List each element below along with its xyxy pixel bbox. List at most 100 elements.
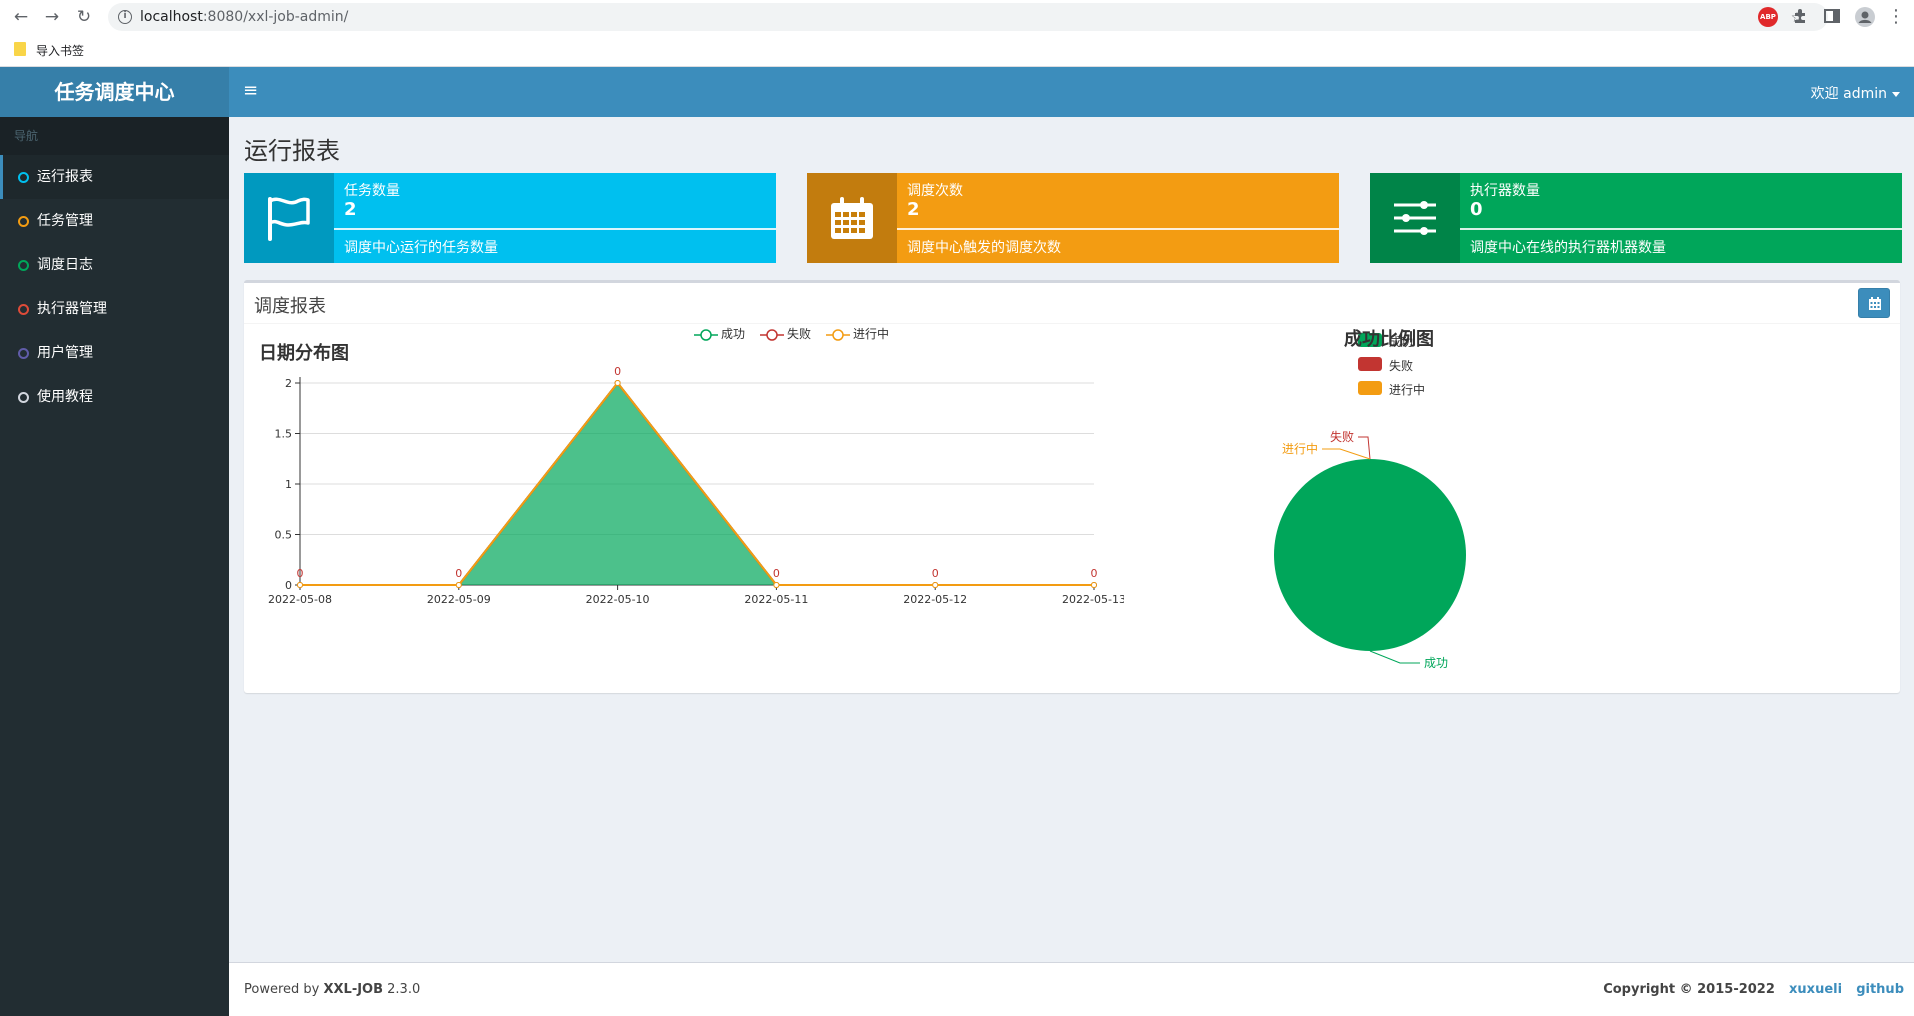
top-navbar: ≡ 欢迎 admin: [229, 67, 1914, 117]
extensions-icon[interactable]: [1791, 7, 1811, 27]
legend-label: 进行中: [853, 327, 890, 341]
pie-leader-line: [1322, 448, 1371, 460]
info-box-number: 0: [1470, 199, 1483, 220]
progress-bar: [897, 228, 1339, 230]
info-box-number: 2: [344, 199, 357, 220]
y-tick-label: 1: [285, 478, 292, 491]
sidebar-toggle-icon[interactable]: ≡: [243, 80, 259, 101]
browser-menu-icon[interactable]: ⋮: [1887, 6, 1905, 27]
line-chart-title: 日期分布图: [259, 343, 349, 364]
legend-label[interactable]: 进行中: [1389, 383, 1426, 397]
caret-down-icon: [1892, 91, 1900, 97]
legend-swatch[interactable]: [1358, 381, 1382, 395]
sidebar-item-label: 执行器管理: [37, 301, 107, 317]
info-box-executors: 执行器数量 0 调度中心在线的执行器机器数量: [1370, 173, 1902, 263]
y-tick-label: 0: [285, 579, 292, 592]
pie-label: 成功: [1424, 656, 1448, 670]
legend-label: 成功: [721, 327, 746, 341]
legend-swatch[interactable]: [1358, 333, 1382, 347]
bookmark-import[interactable]: 导入书签: [36, 44, 85, 58]
data-point: [1091, 582, 1097, 588]
data-label: 0: [1091, 567, 1098, 580]
sidebar-item-report[interactable]: 运行报表: [0, 155, 229, 199]
footer-link-author[interactable]: xuxueli: [1789, 982, 1843, 997]
info-box-title: 执行器数量: [1470, 183, 1540, 199]
flag-icon: [244, 173, 334, 263]
sidebar-item-help[interactable]: 使用教程: [0, 375, 229, 419]
bookmarks-bar: 导入书签: [0, 37, 1914, 65]
page-title: 运行报表: [244, 137, 340, 165]
pie-chart-title: 成功比例图: [1344, 329, 1434, 350]
data-label: 0: [614, 365, 621, 378]
date-filter-button[interactable]: [1858, 288, 1890, 318]
legend-line-icon: [826, 328, 850, 341]
data-label: 0: [773, 567, 780, 580]
circle-icon: [18, 348, 29, 359]
footer-product: XXL-JOB: [323, 982, 384, 997]
reload-icon[interactable]: ↻: [76, 7, 92, 27]
address-bar[interactable]: i localhost:8080/xxl-job-admin/ ⇪ ☆: [108, 3, 1828, 31]
sidebar-item-users[interactable]: 用户管理: [0, 331, 229, 375]
legend-item[interactable]: 成功: [694, 327, 745, 342]
sliders-icon: [1370, 173, 1460, 263]
app-logo[interactable]: 任务调度中心: [0, 67, 229, 117]
site-info-icon[interactable]: i: [118, 10, 132, 24]
data-point: [932, 582, 939, 588]
pie-leader-line: [1369, 650, 1420, 664]
info-box-title: 任务数量: [344, 183, 400, 199]
x-tick-label: 2022-05-09: [427, 593, 491, 606]
legend-item[interactable]: 失败: [760, 327, 811, 342]
forward-icon[interactable]: →: [44, 7, 60, 27]
divider: [244, 323, 1900, 324]
legend-label[interactable]: 成功: [1389, 335, 1414, 349]
sidebar-item-jobs[interactable]: 任务管理: [0, 199, 229, 243]
url-text[interactable]: localhost:8080/xxl-job-admin/: [140, 9, 349, 25]
legend-line-icon: [694, 328, 718, 341]
adblock-icon[interactable]: ABP: [1758, 7, 1778, 27]
sidebar-item-logs[interactable]: 调度日志: [0, 243, 229, 287]
footer-copyright: Copyright © 2015-2022: [1603, 982, 1775, 997]
circle-icon: [18, 392, 29, 403]
circle-icon: [18, 216, 29, 227]
circle-icon: [18, 304, 29, 315]
legend-label: 失败: [787, 327, 812, 341]
profile-icon[interactable]: [1855, 7, 1875, 27]
sidebar-header: 导航: [0, 117, 229, 155]
back-icon[interactable]: ←: [13, 7, 29, 27]
sidebar-item-label: 用户管理: [37, 345, 93, 361]
calendar-icon: [1869, 297, 1881, 310]
sidebar: 导航 运行报表 任务管理 调度日志 执行器管理 用户管理 使用教程: [0, 117, 229, 1016]
info-box-title: 调度次数: [907, 183, 963, 199]
pie-label: 失败: [1330, 429, 1354, 444]
y-tick-label: 0.5: [275, 529, 293, 542]
legend-swatch[interactable]: [1358, 357, 1382, 371]
data-point: [455, 582, 462, 588]
progress-bar: [334, 228, 776, 230]
pie-slice: [1274, 459, 1466, 651]
user-menu-label: 欢迎 admin: [1810, 86, 1887, 102]
footer-link-github[interactable]: github: [1856, 982, 1904, 997]
x-tick-label: 2022-05-08: [268, 593, 332, 606]
circle-icon: [18, 260, 29, 271]
folder-icon: [14, 42, 26, 56]
data-label: 0: [297, 567, 304, 580]
info-box-jobs: 任务数量 2 调度中心运行的任务数量: [244, 173, 776, 263]
sidebar-item-executors[interactable]: 执行器管理: [0, 287, 229, 331]
info-box-number: 2: [907, 199, 920, 220]
report-box-title: 调度报表: [254, 296, 326, 317]
side-panel-icon[interactable]: [1823, 7, 1843, 27]
data-label: 0: [455, 567, 462, 580]
y-tick-label: 1.5: [275, 428, 293, 441]
legend-label[interactable]: 失败: [1389, 359, 1414, 373]
user-menu[interactable]: 欢迎 admin: [1811, 83, 1900, 103]
info-box-triggers: 调度次数 2 调度中心触发的调度次数: [807, 173, 1339, 263]
info-box-description: 调度中心触发的调度次数: [907, 240, 1061, 256]
series-line-2: [300, 381, 1094, 586]
calendar-icon: [807, 173, 897, 263]
data-label: 0: [932, 567, 939, 580]
pie-label: 进行中: [1282, 441, 1318, 456]
legend-item[interactable]: 进行中: [826, 327, 889, 342]
data-point: [773, 582, 780, 588]
sidebar-item-label: 调度日志: [37, 257, 93, 273]
